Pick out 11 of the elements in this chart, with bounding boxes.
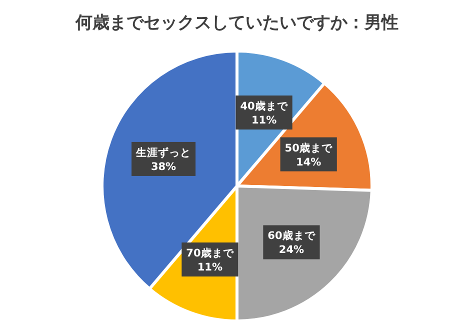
data-label: 11%: [197, 261, 223, 274]
data-label: 38%: [150, 160, 177, 173]
slice-label: 生涯ずっと: [135, 146, 192, 159]
slice-label: 60歳まで: [268, 229, 316, 242]
data-label: 24%: [278, 244, 305, 256]
title: 何歳までセックスしていたいですか：男性: [76, 13, 398, 33]
slice-label: 70歳まで: [186, 246, 235, 260]
slice-label: 50歳まで: [284, 141, 334, 154]
data-label: 11%: [251, 114, 278, 127]
data-label: 14%: [296, 156, 322, 168]
slice-label: 40歳まで: [240, 100, 289, 113]
